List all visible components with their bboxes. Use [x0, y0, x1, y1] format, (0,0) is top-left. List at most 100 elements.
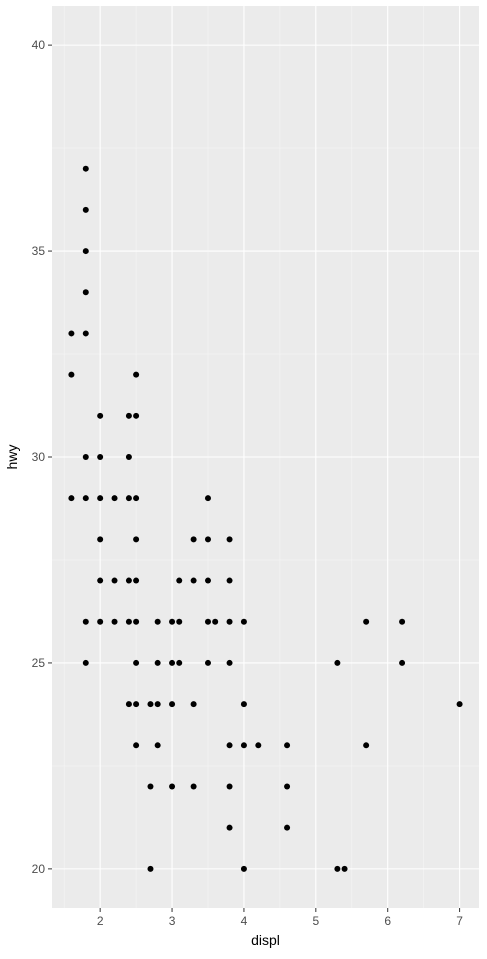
data-point — [125, 412, 132, 419]
data-point — [190, 536, 197, 543]
data-point — [125, 454, 132, 460]
data-point — [97, 412, 104, 419]
data-point — [226, 824, 233, 831]
data-point — [133, 577, 140, 584]
data-point — [240, 618, 247, 625]
data-point — [111, 495, 118, 502]
data-point — [82, 659, 89, 666]
data-point — [334, 659, 341, 666]
data-points — [68, 165, 463, 872]
data-point — [154, 659, 161, 666]
data-point — [226, 742, 233, 749]
data-point — [204, 536, 211, 543]
x-tick-label: 2 — [97, 914, 104, 928]
data-point — [363, 742, 370, 749]
data-point — [204, 618, 211, 625]
data-point — [68, 495, 75, 502]
y-tick-label: 35 — [32, 244, 46, 258]
data-point — [97, 536, 104, 543]
data-point — [97, 618, 104, 625]
data-point — [147, 865, 154, 872]
x-tick-label: 4 — [241, 914, 248, 928]
data-point — [133, 701, 140, 708]
data-point — [125, 577, 132, 584]
data-point — [226, 618, 233, 625]
x-tick-label: 3 — [169, 914, 176, 928]
data-point — [169, 618, 176, 625]
data-point — [133, 659, 140, 666]
x-tick-label: 7 — [456, 914, 463, 928]
data-point — [240, 742, 247, 749]
data-point — [97, 454, 104, 460]
data-point — [169, 701, 176, 708]
data-point — [240, 865, 247, 872]
data-point — [82, 289, 89, 296]
data-point — [226, 659, 233, 666]
data-point — [176, 659, 183, 666]
data-point — [68, 330, 75, 337]
data-point — [399, 618, 406, 625]
data-point — [154, 701, 161, 708]
data-point — [190, 783, 197, 790]
data-point — [284, 824, 291, 831]
data-point — [82, 454, 89, 460]
data-point — [204, 495, 211, 502]
data-point — [176, 577, 183, 584]
data-point — [68, 371, 75, 378]
data-point — [341, 865, 348, 872]
data-point — [190, 577, 197, 584]
data-point — [226, 536, 233, 543]
data-point — [125, 618, 132, 625]
data-point — [82, 495, 89, 502]
y-axis-title: hwy — [4, 445, 20, 470]
data-point — [176, 618, 183, 625]
data-point — [154, 618, 161, 625]
x-tick-label: 5 — [312, 914, 319, 928]
data-point — [363, 618, 370, 625]
data-point — [255, 742, 262, 749]
data-point — [240, 701, 247, 708]
data-point — [284, 783, 291, 790]
y-tick-label: 30 — [32, 450, 46, 464]
x-axis-title: displ — [251, 932, 280, 948]
data-point — [133, 495, 140, 502]
data-point — [111, 577, 118, 584]
data-point — [226, 783, 233, 790]
y-tick-label: 40 — [32, 38, 46, 52]
data-point — [133, 371, 140, 378]
data-point — [111, 618, 118, 625]
data-point — [399, 659, 406, 666]
data-point — [97, 495, 104, 502]
data-point — [154, 742, 161, 749]
data-point — [334, 865, 341, 872]
data-point — [133, 742, 140, 749]
data-point — [97, 577, 104, 584]
data-point — [147, 701, 154, 708]
x-tick-label: 6 — [384, 914, 391, 928]
data-point — [82, 330, 89, 337]
data-point — [82, 248, 89, 255]
data-point — [284, 742, 291, 749]
y-tick-label: 20 — [32, 862, 46, 876]
data-point — [147, 783, 154, 790]
data-point — [456, 701, 463, 708]
data-point — [125, 701, 132, 708]
y-tick-label: 25 — [32, 656, 46, 670]
data-point — [82, 206, 89, 213]
data-point — [82, 165, 89, 172]
data-point — [190, 701, 197, 708]
data-point — [169, 783, 176, 790]
data-point — [133, 536, 140, 543]
data-point — [226, 577, 233, 584]
data-point — [125, 495, 132, 502]
data-point — [133, 412, 140, 419]
data-point — [204, 659, 211, 666]
data-point — [169, 659, 176, 666]
x-axis: 2 3 4 5 6 7 — [97, 908, 463, 928]
data-point — [82, 618, 89, 625]
data-point — [133, 618, 140, 625]
data-point — [212, 618, 219, 625]
y-axis: 20 25 30 35 40 — [32, 38, 52, 876]
